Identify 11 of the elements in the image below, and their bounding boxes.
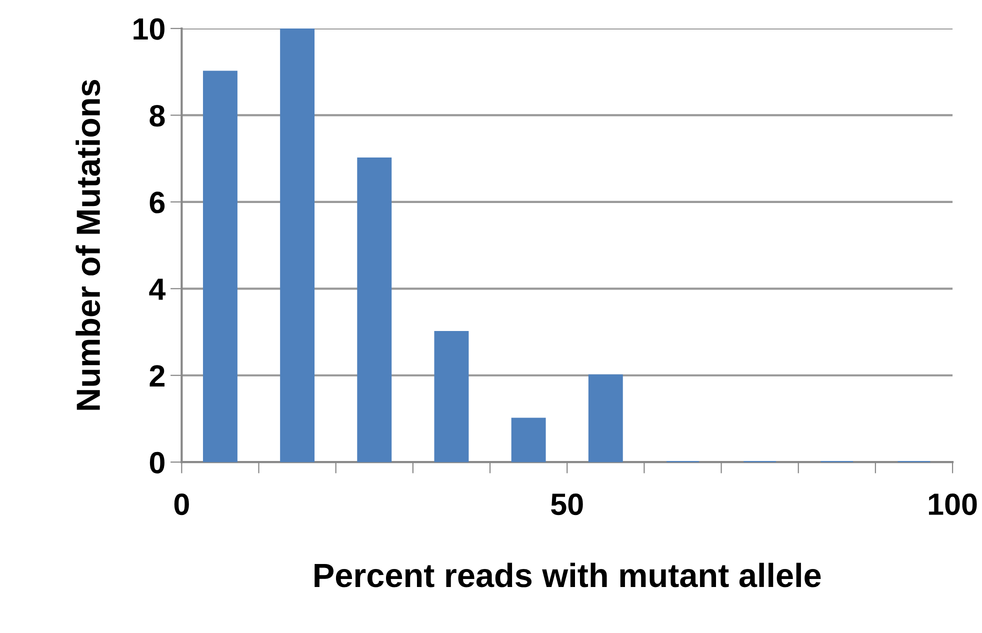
x-tick-label: 100 bbox=[928, 493, 977, 516]
y-tick-label: 4 bbox=[149, 278, 166, 300]
x-axis-title: Percent reads with mutant allele bbox=[314, 562, 821, 588]
y-tick-label: 10 bbox=[134, 18, 164, 40]
x-tick-label: 0 bbox=[174, 493, 189, 516]
y-tick-label: 8 bbox=[150, 104, 165, 127]
x-tick-label: 50 bbox=[551, 493, 583, 516]
y-tick-label: 0 bbox=[150, 452, 164, 474]
y-axis-title: Number of Mutations bbox=[76, 80, 100, 410]
y-tick-label: 6 bbox=[150, 192, 165, 214]
y-tick-label: 2 bbox=[150, 365, 164, 386]
